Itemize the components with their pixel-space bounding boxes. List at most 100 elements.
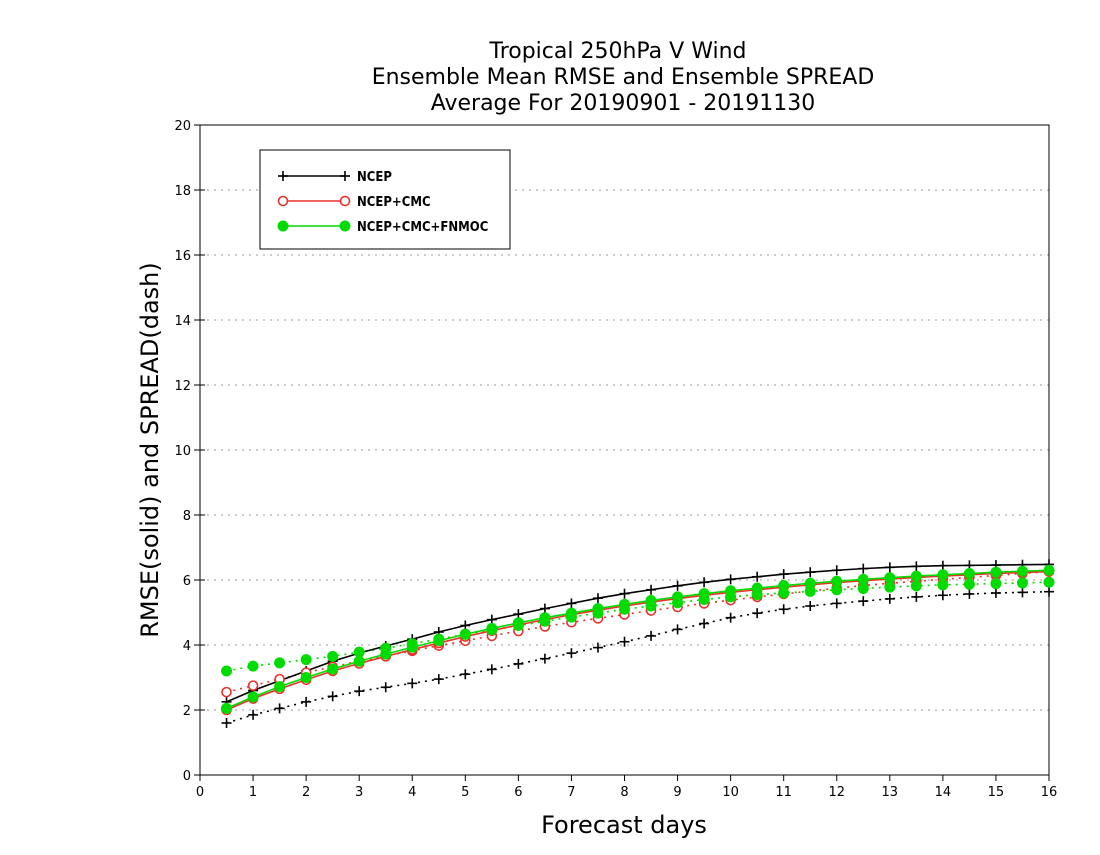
plus-point xyxy=(911,591,922,602)
x-tick-label: 10 xyxy=(722,785,739,800)
y-tick-label: 8 xyxy=(183,509,191,524)
plus-point xyxy=(646,584,657,595)
filled-circle-point xyxy=(963,568,975,579)
plus-point xyxy=(433,674,444,685)
filled-circle-point xyxy=(804,577,816,589)
filled-circle-point xyxy=(353,646,365,658)
filled-circle-point xyxy=(592,603,604,615)
x-tick-label: 8 xyxy=(620,785,628,800)
x-tick-label: 14 xyxy=(935,785,952,800)
plus-point xyxy=(1044,586,1054,597)
x-tick-label: 16 xyxy=(1041,785,1058,800)
x-tick-label: 2 xyxy=(302,785,310,800)
plus-point xyxy=(725,574,736,585)
filled-circle-point xyxy=(857,573,869,585)
plus-point xyxy=(592,642,603,653)
y-tick-label: 12 xyxy=(174,379,191,394)
plus-point xyxy=(221,718,232,728)
x-tick-label: 3 xyxy=(355,785,363,800)
y-axis-title: RMSE(solid) and SPREAD(dash) xyxy=(136,262,164,638)
plus-point xyxy=(248,709,259,720)
spread-line-ncep xyxy=(226,590,1050,724)
legend-label: NCEP xyxy=(357,170,392,185)
filled-circle-point xyxy=(857,582,869,594)
filled-circle-point xyxy=(512,617,524,629)
plus-point xyxy=(274,703,285,714)
y-tick-label: 10 xyxy=(174,444,191,459)
plus-point xyxy=(646,630,657,641)
plus-point xyxy=(301,696,312,707)
plus-point xyxy=(513,658,524,669)
x-axis-title: Forecast days xyxy=(541,811,707,839)
filled-circle-point xyxy=(353,655,365,667)
x-tick-label: 6 xyxy=(514,785,522,800)
filled-circle-point xyxy=(486,622,498,634)
plus-point xyxy=(539,653,550,664)
plus-point xyxy=(858,563,869,574)
filled-circle-point xyxy=(1016,577,1028,589)
filled-circle-point xyxy=(274,681,286,693)
y-tick-label: 0 xyxy=(183,769,191,784)
filled-circle-point xyxy=(221,702,233,714)
plus-point xyxy=(619,588,630,599)
filled-circle-point xyxy=(539,612,551,624)
plus-point xyxy=(831,565,842,576)
filled-circle-point xyxy=(937,579,949,591)
filled-circle-point xyxy=(327,650,339,662)
filled-circle-point xyxy=(1043,576,1055,588)
open-circle-point xyxy=(247,680,259,691)
legend-label: NCEP+CMC+FNMOC xyxy=(357,220,488,235)
spread-line-ncep-cmc-fnmoc xyxy=(226,581,1050,672)
plus-point xyxy=(858,596,869,607)
legend: NCEP NCEP+CMC NCEP+CMC+FNMOC xyxy=(259,149,511,250)
filled-circle-point xyxy=(990,578,1002,590)
plus-point xyxy=(539,603,550,614)
filled-circle-point xyxy=(1016,565,1028,577)
chart-title-line-2: Ensemble Mean RMSE and Ensemble SPREAD xyxy=(372,65,875,90)
plus-point xyxy=(566,598,577,609)
plus-point xyxy=(592,593,603,604)
filled-circle-point xyxy=(963,578,975,590)
x-tick-label: 7 xyxy=(567,785,575,800)
filled-circle-point xyxy=(327,663,339,675)
filled-circle-point xyxy=(884,572,896,584)
y-tick-label: 20 xyxy=(174,119,191,134)
chart-title-line-3: Average For 20190901 - 20191130 xyxy=(431,91,816,116)
plus-point xyxy=(340,171,350,181)
filled-circle-point xyxy=(459,628,471,640)
plus-point xyxy=(1017,587,1028,598)
plus-point xyxy=(805,601,816,611)
y-tick-label: 18 xyxy=(174,184,191,199)
plus-point xyxy=(699,618,710,629)
x-tick-label: 0 xyxy=(196,785,204,800)
y-tick-label: 4 xyxy=(183,639,191,654)
filled-circle-point xyxy=(778,580,790,592)
filled-circle-point xyxy=(300,672,312,683)
plus-point xyxy=(778,569,789,580)
x-tick-label: 12 xyxy=(828,785,845,800)
filled-circle-point xyxy=(406,641,418,653)
filled-circle-point xyxy=(884,581,896,593)
plus-point xyxy=(407,678,418,689)
plus-point xyxy=(699,577,710,588)
plus-point xyxy=(752,608,763,619)
plus-point xyxy=(911,561,922,572)
plus-point xyxy=(884,593,895,604)
filled-circle-point xyxy=(937,569,949,581)
plus-point xyxy=(831,598,842,609)
series-layer xyxy=(221,559,1055,728)
spread-line-ncep-cmc xyxy=(226,570,1050,693)
open-circle-point xyxy=(221,686,232,698)
x-tick-label: 15 xyxy=(988,785,1005,800)
plus-point xyxy=(460,669,471,680)
filled-circle-point xyxy=(274,657,286,669)
plus-point xyxy=(752,571,763,582)
open-circle-point xyxy=(339,195,351,207)
x-tick-label: 4 xyxy=(408,785,416,800)
plus-point xyxy=(884,562,895,573)
legend-label: NCEP+CMC xyxy=(357,195,431,210)
plus-point xyxy=(278,171,288,181)
plus-point xyxy=(619,636,630,647)
